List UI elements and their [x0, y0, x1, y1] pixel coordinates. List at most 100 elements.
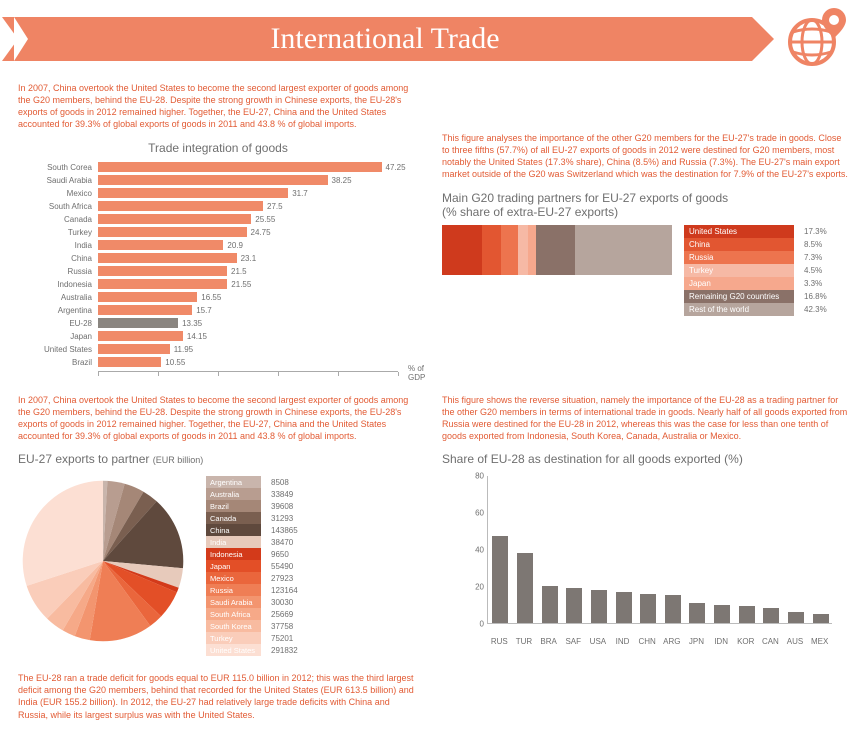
legend-row: Brazil 39608 — [206, 500, 298, 512]
hbar-row: 47.25 — [98, 161, 418, 174]
hbar-row: 31.7 — [98, 187, 418, 200]
column-bar — [640, 594, 656, 624]
destination-cell: This figure shows the reverse situation,… — [442, 394, 850, 721]
hbar-label: Australia — [18, 291, 98, 304]
legend-swatch: India — [206, 536, 261, 548]
column-bar — [665, 595, 681, 623]
column-bar — [566, 588, 582, 623]
legend-row: China143865 — [206, 524, 298, 536]
legend-label: Rest of the world — [684, 303, 794, 316]
destination-chart: 020406080RUSTURBRASAFUSAINDCHNARGJPNIDNK… — [462, 476, 832, 646]
hbar-row: 38.25 — [98, 174, 418, 187]
legend-row: Russia123164 — [206, 584, 298, 596]
legend-value: 8.5% — [804, 240, 822, 249]
y-tick: 60 — [475, 509, 487, 518]
y-tick: 40 — [475, 546, 487, 555]
hbar-row: 23.1 — [98, 252, 418, 265]
x-label: RUS — [491, 637, 508, 646]
legend-swatch: Canada — [206, 512, 261, 524]
hbar-row: 21.5 — [98, 265, 418, 278]
column-bar — [517, 553, 533, 623]
legend-value: 17.3% — [804, 227, 827, 236]
column-bar — [714, 605, 730, 624]
legend-row: Mexico27923 — [206, 572, 298, 584]
legend-label: Japan — [684, 277, 794, 290]
y-tick: 0 — [480, 620, 487, 629]
legend-row: China 8.5% — [684, 238, 827, 251]
hbar-label: South Africa — [18, 200, 98, 213]
hbar-label: Indonesia — [18, 278, 98, 291]
header-banner: International Trade — [18, 10, 850, 68]
hbar — [98, 331, 183, 341]
treemap-slice — [501, 225, 518, 275]
x-label: TUR — [516, 637, 532, 646]
hbar-value: 13.35 — [182, 319, 202, 328]
x-label: JPN — [689, 637, 704, 646]
column-bar — [689, 603, 705, 623]
legend-label: Turkey — [684, 264, 794, 277]
hbar — [98, 188, 288, 198]
hbar — [98, 292, 197, 302]
x-label: ARG — [663, 637, 680, 646]
legend-swatch: Brazil — [206, 500, 261, 512]
legend-row: Russia7.3% — [684, 251, 827, 264]
hbar-row: 27.5 — [98, 200, 418, 213]
partners-cell: This figure analyses the importance of t… — [442, 82, 850, 376]
treemap-slice — [518, 225, 528, 275]
hbar-row: 10.55 — [98, 356, 418, 369]
legend-swatch: South Africa — [206, 608, 261, 620]
hbar-value: 15.7 — [196, 306, 212, 315]
x-label: AUS — [787, 637, 803, 646]
partners-title: Main G20 trading partners for EU-27 expo… — [442, 191, 850, 219]
hbar-label: China — [18, 252, 98, 265]
legend-row: Rest of the world 42.3% — [684, 303, 827, 316]
legend-value: 37758 — [271, 622, 293, 631]
hbar-value: 38.25 — [332, 176, 352, 185]
intro-left-text: In 2007, China overtook the United State… — [18, 82, 418, 131]
hbar-label: Japan — [18, 330, 98, 343]
treemap-slice — [536, 225, 575, 275]
legend-label: China — [684, 238, 794, 251]
hbar — [98, 279, 227, 289]
hbar-label: Canada — [18, 213, 98, 226]
column-bar — [813, 614, 829, 623]
hbar-label: Russia — [18, 265, 98, 278]
x-label: IDN — [714, 637, 728, 646]
hbar-label: Brazil — [18, 356, 98, 369]
column-bar — [591, 590, 607, 623]
hbar-label: Mexico — [18, 187, 98, 200]
hbar-value: 27.5 — [267, 202, 283, 211]
content-grid: In 2007, China overtook the United State… — [18, 82, 850, 721]
legend-row: Turkey75201 — [206, 632, 298, 644]
hbar-row: 13.35 — [98, 317, 418, 330]
legend-row: Turkey4.5% — [684, 264, 827, 277]
legend-label: Remaining G20 countries — [684, 290, 794, 303]
hbar — [98, 305, 192, 315]
trade-integration-chart: South CoreaSaudi ArabiaMexicoSouth Afric… — [18, 161, 418, 376]
legend-value: 25669 — [271, 610, 293, 619]
globe-icon — [780, 4, 850, 74]
x-label: MEX — [811, 637, 828, 646]
legend-row: Australia33849 — [206, 488, 298, 500]
legend-row: Remaining G20 countries16.8% — [684, 290, 827, 303]
partners-chart: United States17.3%China8.5%Russia7.3%Tur… — [442, 225, 850, 316]
legend-value: 42.3% — [804, 305, 827, 314]
legend-value: 9650 — [271, 550, 289, 559]
hbar — [98, 201, 263, 211]
hbar-value: 10.55 — [165, 358, 185, 367]
x-label: CAN — [762, 637, 779, 646]
hbar — [98, 344, 170, 354]
hbar-row: 20.9 — [98, 239, 418, 252]
y-tick: 20 — [475, 583, 487, 592]
treemap-slice — [482, 225, 502, 275]
legend-value: 39608 — [271, 502, 293, 511]
hbar-value: 23.1 — [241, 254, 257, 263]
column-bar — [492, 536, 508, 623]
hbar — [98, 175, 328, 185]
hbar-row: 14.15 — [98, 330, 418, 343]
hbar-label: United States — [18, 343, 98, 356]
hbar-row: 11.95 — [98, 343, 418, 356]
hbar-row: 16.55 — [98, 291, 418, 304]
legend-swatch: South Korea — [206, 620, 261, 632]
legend-label: Russia — [684, 251, 794, 264]
